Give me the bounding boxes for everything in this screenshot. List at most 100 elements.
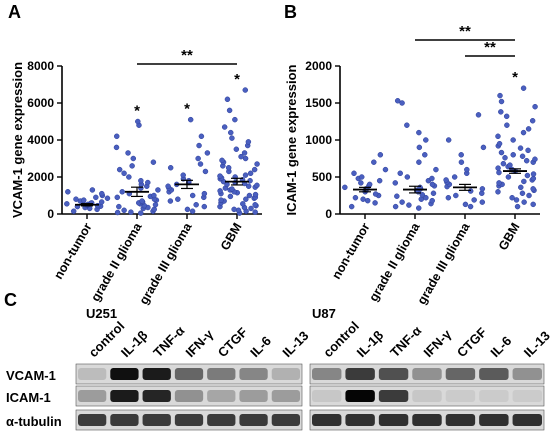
chart-a-point [180, 172, 186, 178]
chart-a-point [130, 155, 137, 162]
blot-band [378, 414, 409, 426]
chart-b-ylabel: ICAM-1 gene expression [284, 64, 299, 215]
chart-a-point [119, 189, 125, 195]
blot-band [78, 390, 107, 402]
chart-b-point [498, 149, 505, 156]
western-blot: U251 U87 VCAM-1 ICAM-1 α-tubulin control IL-… [6, 306, 550, 431]
chart-a-point [125, 150, 131, 156]
blot-band [312, 390, 342, 402]
chart-a-point [217, 188, 223, 194]
blot-band [345, 368, 375, 380]
chart-a-point [254, 182, 260, 189]
chart-b-category-label: non-tumor [329, 220, 372, 281]
chart-a-bracket-label: ** [181, 47, 193, 64]
chart-b-point [406, 202, 412, 208]
chart-a-point [113, 133, 120, 140]
chart-a-star: * [234, 71, 240, 88]
chart-a-point [93, 194, 99, 201]
blot-band [142, 390, 171, 402]
panel-letter-b: B [284, 2, 297, 22]
chart-a-ytick-label: 8000 [27, 59, 54, 73]
blot-band [312, 368, 342, 380]
chart-b-point [498, 98, 505, 105]
chart-a-point [126, 174, 132, 180]
blot-band [412, 368, 442, 380]
lane-label: IL-6 [247, 333, 274, 360]
chart-b-point [479, 186, 486, 192]
blot-band [239, 414, 268, 426]
chart-a-point [252, 209, 258, 215]
chart-a-point [229, 186, 235, 192]
chart-a-point [80, 197, 87, 203]
chart-b-point [371, 159, 377, 165]
chart-a-point [242, 87, 249, 93]
chart-a-point [197, 161, 204, 167]
chart-b-point [467, 203, 474, 210]
chart-a-point [196, 142, 202, 149]
chart-b-point [519, 153, 526, 160]
blot-band [512, 390, 542, 402]
chart-b-point [458, 159, 465, 165]
chart-b-ytick-label: 2000 [305, 59, 332, 73]
chart-a-point [225, 165, 232, 171]
chart-a-point [202, 168, 209, 175]
chart-a-point [64, 201, 70, 207]
chart-a-point [114, 194, 121, 201]
protein-label-1: ICAM-1 [6, 390, 51, 405]
chart-b-point [502, 155, 508, 161]
lane-label: TNF-α [150, 323, 187, 360]
chart-b-point [443, 177, 449, 183]
chart-a-point [252, 202, 258, 208]
blot-band [110, 368, 139, 380]
blot-band [207, 414, 236, 426]
chart-a-point [245, 139, 252, 145]
lane-label: IL-13 [279, 328, 311, 360]
chart-a-ytick-label: 0 [47, 207, 54, 221]
chart-a-point [73, 196, 79, 202]
chart-b-point [530, 186, 536, 192]
chart-b-point [418, 196, 425, 202]
chart-b-star: * [512, 69, 518, 86]
chart-b-point [422, 152, 428, 158]
chart-b-point [404, 122, 410, 128]
chart-b-category-label: grade II glioma [366, 220, 423, 304]
blot-band [378, 368, 409, 380]
chart-b-point [342, 184, 348, 191]
blot-band [142, 368, 171, 380]
lane-label: control [320, 318, 362, 360]
chart-a-point [116, 203, 122, 210]
chart-b-point [416, 159, 422, 165]
chart-b-ytick-label: 0 [325, 207, 332, 221]
chart-a-point [116, 166, 123, 173]
chart-a-point [189, 208, 196, 214]
chart-a-point [238, 153, 244, 160]
chart-b-point [517, 145, 524, 151]
chart-a-point [241, 150, 248, 156]
chart-b-point [419, 192, 426, 198]
chart-b-point [399, 199, 405, 205]
blot-band [110, 414, 139, 426]
blot-band [239, 368, 268, 380]
chart-a-point [243, 196, 249, 202]
chart-b-bracket-label: ** [459, 23, 471, 40]
blot-band [445, 414, 476, 426]
chart-b-point [526, 192, 532, 199]
blot-band [142, 414, 171, 426]
blot-band [174, 390, 204, 402]
chart-a-point [224, 96, 231, 103]
chart-a-point [247, 170, 254, 177]
chart-a: VCAM-1 gene expression 0 2000 4000 6000 8000… [10, 47, 262, 307]
chart-a-point [201, 203, 208, 210]
panel-letter-c: C [4, 290, 17, 310]
protein-label-0: VCAM-1 [6, 368, 56, 383]
blot-band [479, 414, 509, 426]
chart-b-point [377, 152, 384, 158]
chart-a-point [138, 177, 144, 184]
chart-b-point [372, 200, 378, 206]
blot-band [207, 390, 236, 402]
chart-a-point [99, 190, 105, 197]
chart-b-point [464, 166, 470, 173]
chart-b-point [392, 203, 399, 210]
chart-b-point [415, 205, 422, 211]
lane-label: TNF-α [387, 323, 424, 360]
